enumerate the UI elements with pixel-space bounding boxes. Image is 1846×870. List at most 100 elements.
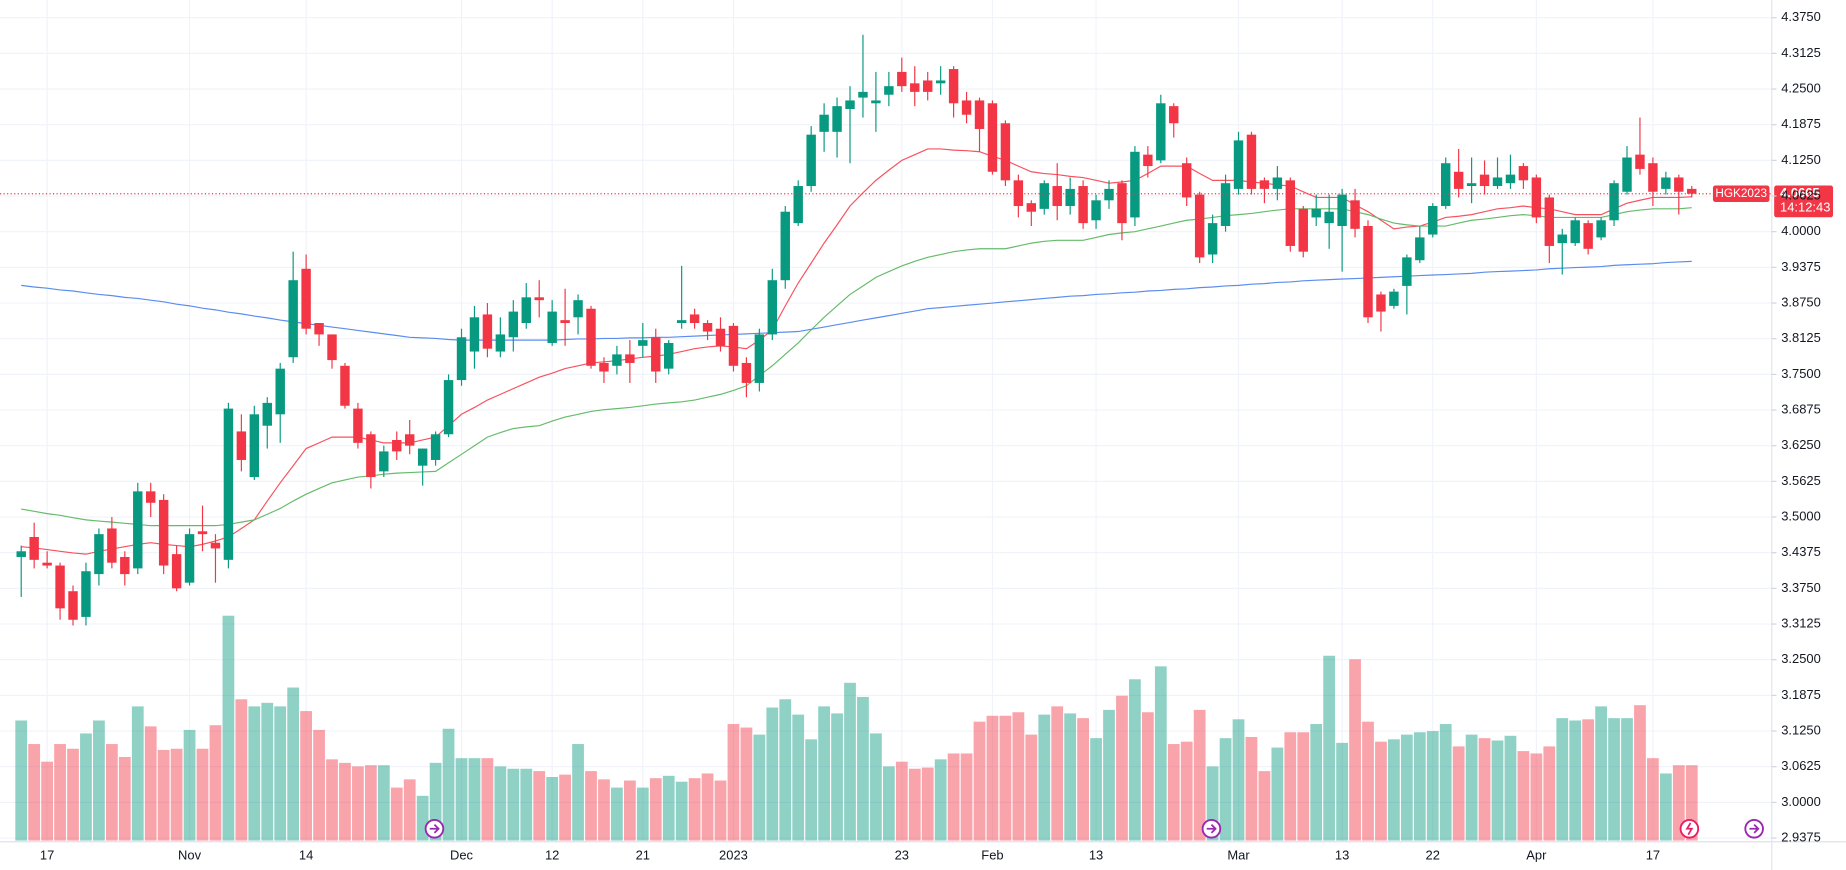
- volume-bar: [766, 707, 779, 841]
- candle-body: [1609, 183, 1619, 221]
- volume-bar: [41, 761, 53, 841]
- volume-bar: [908, 768, 921, 841]
- candle-body: [1415, 237, 1425, 261]
- volume-bar: [831, 713, 843, 841]
- event-icon[interactable]: [1679, 819, 1700, 839]
- volume-bar: [1362, 721, 1374, 841]
- volume-bar: [118, 756, 131, 841]
- y-tick-label: 3.4375: [1781, 544, 1821, 559]
- volume-bar: [1608, 718, 1620, 841]
- candle-body: [1259, 180, 1270, 189]
- volume-bar: [559, 774, 571, 841]
- event-icon[interactable]: [1201, 819, 1222, 839]
- volume-bar: [1232, 719, 1245, 841]
- volume-bar: [235, 699, 248, 841]
- candle-body: [845, 100, 855, 109]
- volume-bar: [1478, 738, 1491, 841]
- volume-bar: [1556, 718, 1569, 841]
- symbol-tag: [1712, 185, 1770, 202]
- candle-body: [340, 365, 350, 406]
- y-tick-label: 3.5625: [1781, 473, 1821, 488]
- candle-body: [651, 337, 661, 372]
- volume-bar: [1297, 732, 1310, 841]
- volume-bar: [1426, 731, 1439, 841]
- candle-body: [923, 80, 933, 92]
- volume-bar: [1659, 773, 1672, 841]
- y-tick-label: 4.3750: [1781, 9, 1821, 24]
- candle-body: [987, 103, 998, 172]
- volume-bar: [533, 771, 546, 841]
- volume-bar: [986, 715, 999, 841]
- candle-body: [1143, 154, 1153, 167]
- candle-body: [1479, 174, 1490, 187]
- volume-bar: [585, 771, 597, 841]
- candle-body: [1104, 188, 1114, 201]
- candle-body: [288, 280, 298, 358]
- candle-body: [599, 362, 609, 372]
- volume-bar: [455, 758, 468, 841]
- moving-averages: [21, 148, 1692, 555]
- candle-body: [961, 100, 972, 115]
- volume-bar: [1167, 744, 1180, 841]
- event-icon[interactable]: [424, 819, 445, 839]
- volume-bar: [15, 720, 28, 841]
- candle-body: [1311, 208, 1321, 218]
- candle-body: [1272, 177, 1283, 189]
- volume-bar: [1400, 734, 1413, 841]
- volume-bar: [1349, 659, 1361, 841]
- volume-bar: [1647, 758, 1659, 841]
- volume-bar: [377, 765, 390, 841]
- candle-body: [741, 362, 752, 383]
- y-tick-label: 3.3125: [1781, 615, 1821, 630]
- volume-bar: [1452, 746, 1465, 841]
- price-label: 4.0665: [1780, 185, 1820, 200]
- volume-bar: [170, 748, 183, 841]
- candle-body: [1000, 123, 1011, 181]
- volume-bar: [1491, 740, 1504, 841]
- volume-bar: [1310, 724, 1323, 841]
- volume-bar: [183, 729, 196, 841]
- candle-body: [366, 434, 376, 478]
- volume-bar: [67, 748, 79, 841]
- candle-body: [1220, 183, 1231, 226]
- candle-body: [1091, 200, 1101, 221]
- y-tick-label: 3.9375: [1781, 259, 1821, 274]
- candle-body: [1013, 180, 1024, 207]
- volume-bar: [390, 787, 403, 841]
- candle-body: [1194, 194, 1205, 258]
- y-tick-label: 4.2500: [1781, 80, 1821, 95]
- volume-bar: [1090, 738, 1102, 841]
- volume-bar: [753, 734, 766, 841]
- candle-body: [107, 528, 117, 563]
- x-tick-label: Mar: [1227, 847, 1250, 862]
- candle-body: [430, 434, 441, 460]
- candle-body: [1428, 206, 1438, 235]
- y-tick-label: 3.7500: [1781, 366, 1821, 381]
- volume-bar: [701, 773, 714, 841]
- volume-bar: [1193, 709, 1206, 841]
- x-tick-label: 14: [299, 847, 313, 862]
- volume-bar: [598, 779, 610, 841]
- volume-bar: [468, 758, 481, 841]
- volume-bar: [1258, 771, 1271, 841]
- y-tick-label: 3.5000: [1781, 508, 1821, 523]
- volume-bar: [1219, 738, 1232, 841]
- candle-body: [625, 354, 635, 363]
- volume-bar: [611, 787, 623, 841]
- candle-body: [236, 431, 247, 460]
- volume-bar: [1141, 712, 1154, 841]
- volume-bar: [714, 780, 727, 841]
- candle-body: [884, 86, 894, 95]
- volume-bar: [844, 682, 856, 841]
- volume-bar: [649, 778, 662, 841]
- volume-bar: [1336, 742, 1348, 841]
- candle-body: [910, 83, 920, 92]
- candle-body: [301, 268, 311, 329]
- volume-bar: [1569, 720, 1582, 841]
- volume-bar: [727, 724, 740, 841]
- volume-bar: [779, 699, 792, 841]
- volume-bar: [54, 744, 66, 841]
- x-tick-label: 12: [545, 847, 559, 862]
- event-icon[interactable]: [1744, 819, 1764, 839]
- volume-bar: [131, 706, 144, 841]
